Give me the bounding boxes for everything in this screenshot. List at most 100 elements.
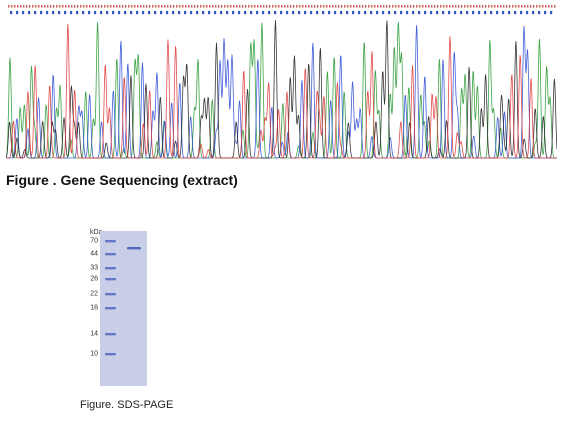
sequence-glyph	[143, 5, 145, 8]
sequence-glyph	[512, 5, 514, 8]
sequence-glyph	[425, 5, 427, 8]
sequence-glyph	[92, 5, 94, 8]
protein-band	[127, 247, 141, 250]
sequence-glyph	[448, 11, 451, 15]
sequence-glyph	[197, 5, 199, 8]
trace-a	[6, 22, 557, 159]
sequence-glyph	[482, 5, 484, 8]
sequence-glyph	[256, 11, 259, 15]
sequence-glyph	[16, 11, 19, 15]
sequence-glyph	[346, 11, 349, 15]
sequence-glyph	[406, 11, 409, 15]
sequence-glyph	[424, 11, 427, 15]
sequence-glyph	[314, 5, 316, 8]
sequence-glyph	[458, 5, 460, 8]
sequence-glyph	[269, 5, 271, 8]
sequence-glyph	[527, 5, 529, 8]
sequence-glyph	[365, 5, 367, 8]
sequence-glyph	[88, 11, 91, 15]
sequence-glyph	[227, 5, 229, 8]
sequence-glyph	[320, 5, 322, 8]
sequence-glyph	[383, 5, 385, 8]
sequence-glyph	[496, 11, 499, 15]
sequence-glyph	[155, 5, 157, 8]
sequence-glyph	[341, 5, 343, 8]
sequence-glyph	[94, 11, 97, 15]
sequence-glyph	[46, 11, 49, 15]
sequence-glyph	[28, 11, 31, 15]
sequence-glyph	[68, 5, 70, 8]
sequence-glyph	[89, 5, 91, 8]
marker-bands	[105, 240, 116, 356]
sequence-glyph	[286, 11, 289, 15]
sequence-glyph	[292, 11, 295, 15]
sequence-glyph	[485, 5, 487, 8]
sequence-glyph	[262, 11, 265, 15]
sequence-glyph	[119, 5, 121, 8]
sequence-glyph	[160, 11, 163, 15]
sequence-glyph	[10, 11, 13, 15]
sequence-glyph	[17, 5, 19, 8]
sequence-glyph	[442, 11, 445, 15]
sequence-glyph	[478, 11, 481, 15]
sequence-glyph	[113, 5, 115, 8]
sequence-glyph	[338, 5, 340, 8]
sequence-glyph	[32, 5, 34, 8]
sequence-glyph	[112, 11, 115, 15]
sequence-glyph	[166, 11, 169, 15]
sequence-glyph	[215, 5, 217, 8]
sequence-glyph	[218, 5, 220, 8]
sequence-row-bottom	[10, 11, 553, 15]
sequence-glyph	[161, 5, 163, 8]
marker-label: 14	[90, 331, 98, 338]
sequence-glyph	[310, 11, 313, 15]
sequence-glyph	[206, 5, 208, 8]
sequence-glyph	[272, 5, 274, 8]
sequence-glyph	[257, 5, 259, 8]
sds-page-gel: kDa 70 44 33 26 22 18 14 10	[84, 225, 164, 390]
sequence-glyph	[76, 11, 79, 15]
sequence-glyph	[116, 5, 118, 8]
sequence-glyph	[548, 5, 550, 8]
sequence-glyph	[370, 11, 373, 15]
sequence-glyph	[173, 5, 175, 8]
sequence-glyph	[497, 5, 499, 8]
sequence-glyph	[452, 5, 454, 8]
sequence-glyph	[377, 5, 379, 8]
sequence-glyph	[82, 11, 85, 15]
sequence-glyph	[83, 5, 85, 8]
sequence-glyph	[179, 5, 181, 8]
sequence-glyph	[125, 5, 127, 8]
sequence-glyph	[476, 5, 478, 8]
sequence-glyph	[118, 11, 121, 15]
sequence-glyph	[398, 5, 400, 8]
sequence-glyph	[440, 5, 442, 8]
sequence-glyph	[236, 5, 238, 8]
sequence-glyph	[14, 5, 16, 8]
sequence-glyph	[22, 11, 25, 15]
sequence-glyph	[41, 5, 43, 8]
sequence-glyph	[518, 5, 520, 8]
sequence-glyph	[100, 11, 103, 15]
sequence-glyph	[428, 5, 430, 8]
marker-label: 70	[90, 238, 98, 245]
gel-image: kDa 70 44 33 26 22 18 14 10	[90, 229, 147, 386]
sequence-glyph	[542, 5, 544, 8]
sequence-glyph	[53, 5, 55, 8]
sequence-glyph	[268, 11, 271, 15]
sequence-glyph	[80, 5, 82, 8]
sequence-glyph	[431, 5, 433, 8]
sequence-glyph	[545, 5, 547, 8]
sequence-glyph	[467, 5, 469, 8]
sequence-glyph	[419, 5, 421, 8]
sequence-glyph	[443, 5, 445, 8]
sequence-glyph	[254, 5, 256, 8]
sequence-glyph	[244, 11, 247, 15]
sequence-glyph	[101, 5, 103, 8]
sequence-glyph	[146, 5, 148, 8]
marker-label: 33	[90, 265, 98, 272]
sequence-glyph	[533, 5, 535, 8]
sequence-glyph	[136, 11, 139, 15]
sequence-glyph	[479, 5, 481, 8]
sequence-glyph	[299, 5, 301, 8]
